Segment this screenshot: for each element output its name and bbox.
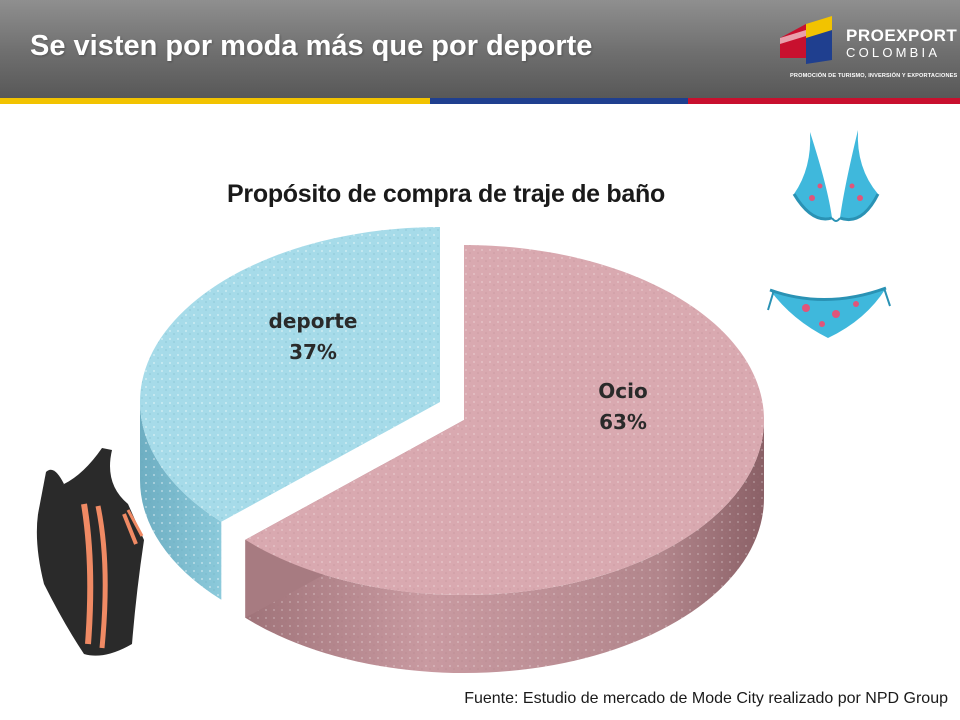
stripe-blue — [430, 98, 688, 104]
pie-slice-texture-deporte — [140, 227, 440, 522]
pie-side-texture-deporte — [140, 402, 222, 600]
slice-category-ocio: Ocio — [598, 379, 648, 403]
stripe-yellow — [0, 98, 430, 104]
source-footnote: Fuente: Estudio de mercado de Mode City … — [464, 690, 948, 707]
slice-label-ocio: Ocio 63% — [568, 376, 678, 438]
logo-word-proexport: PROEXPORT — [846, 26, 958, 45]
swimsuit-image — [36, 448, 144, 656]
slice-label-deporte: deporte 37% — [258, 306, 368, 368]
slice-category-deporte: deporte — [268, 309, 358, 333]
logo-tagline: PROMOCIÓN DE TURISMO, INVERSIÓN Y EXPORT… — [790, 73, 958, 79]
slice-value-deporte: 37% — [289, 340, 337, 364]
pie-side-texture-ocio — [245, 420, 764, 673]
slice-value-ocio: 63% — [599, 410, 647, 434]
logo-word-colombia: COLOMBIA — [846, 45, 941, 60]
proexport-logo: PROEXPORT COLOMBIA PROMOCIÓN DE TURISMO,… — [776, 16, 957, 86]
chart-title: Propósito de compra de traje de baño — [227, 180, 665, 208]
bikini-top-image — [792, 130, 880, 222]
stripe-red — [688, 98, 960, 104]
header-bar: Se visten por moda más que por deporte P… — [0, 0, 960, 98]
logo-house-icon — [780, 16, 832, 64]
pie-slice-texture-ocio — [245, 245, 765, 595]
page-title: Se visten por moda más que por deporte — [30, 30, 593, 62]
bikini-bottom-image — [767, 286, 891, 338]
